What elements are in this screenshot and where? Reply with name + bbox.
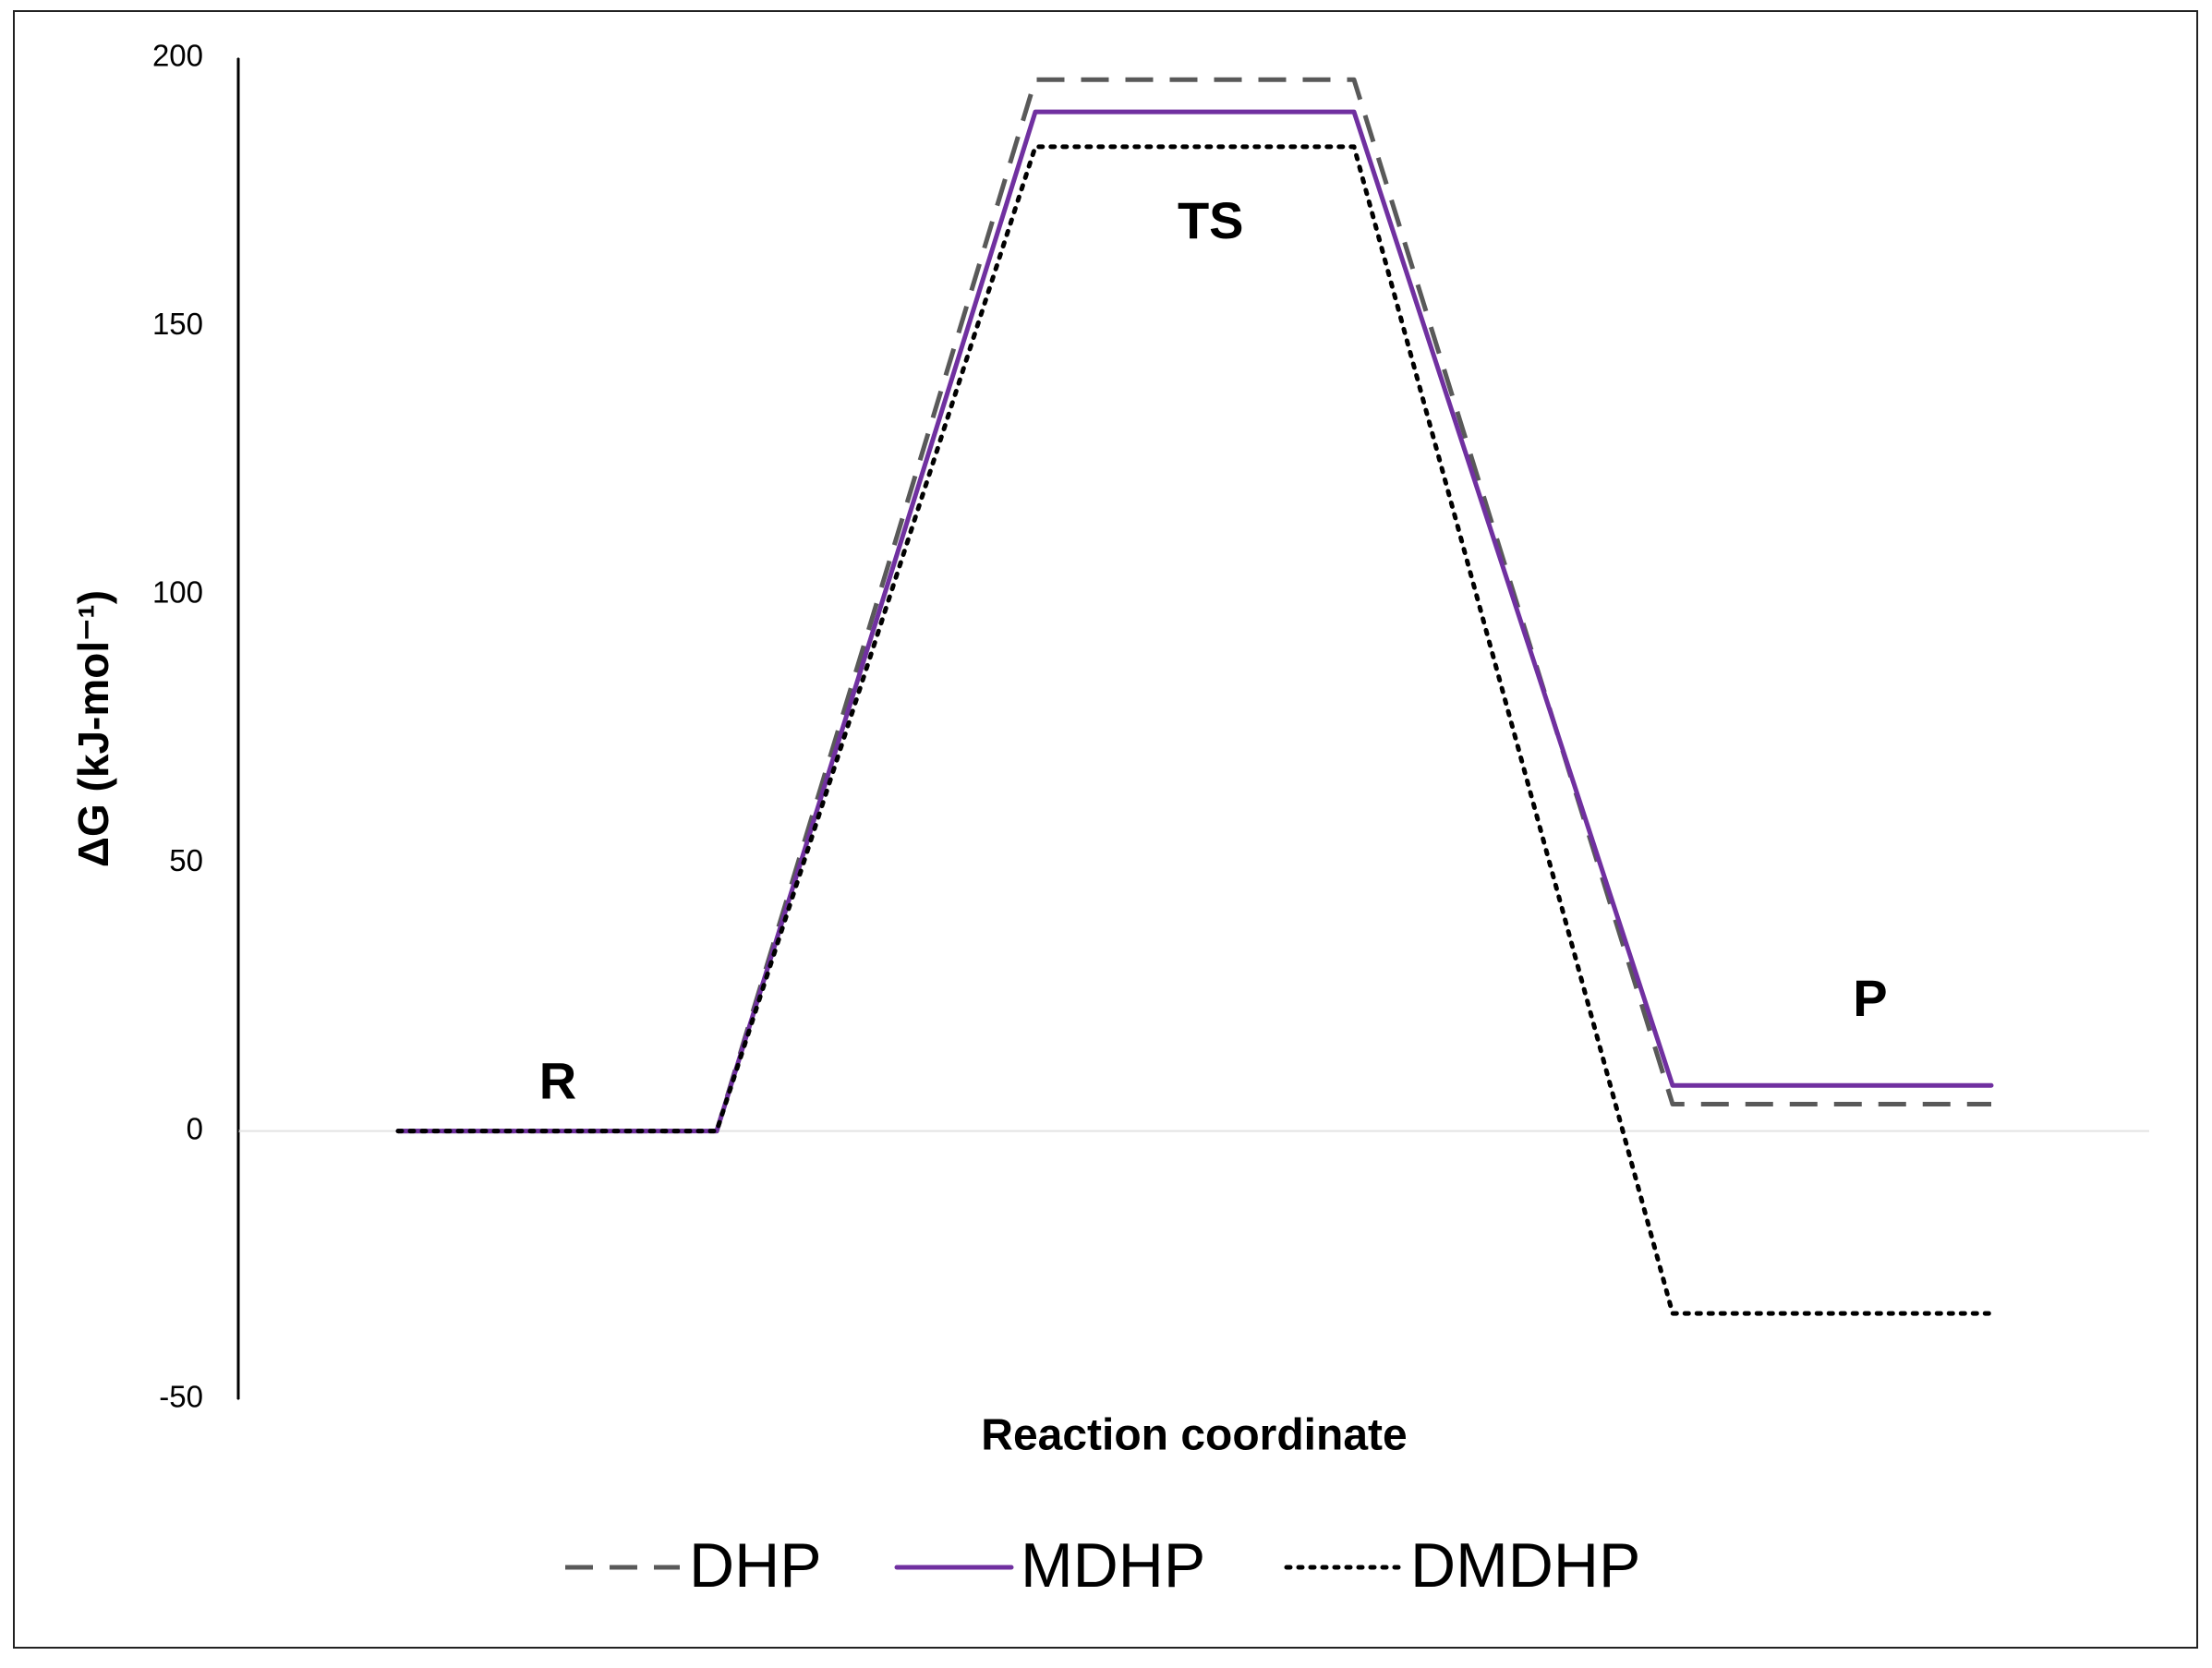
annotation: R	[539, 1051, 576, 1109]
series-line	[395, 144, 1994, 1316]
chart-border	[13, 10, 2198, 1649]
y-axis-label: ΔG (kJ-mol⁻¹)	[69, 590, 117, 867]
annotation: P	[1853, 969, 1887, 1027]
y-tick-label: 0	[187, 1111, 203, 1145]
legend-label: DMDHP	[1410, 1530, 1640, 1601]
annotation: TS	[1178, 191, 1244, 249]
y-tick-label: 100	[152, 575, 203, 610]
y-tick-label: 150	[152, 307, 203, 341]
y-tick-label: 50	[169, 843, 203, 877]
legend-label: DHP	[689, 1530, 822, 1601]
y-tick-label: -50	[159, 1380, 203, 1414]
x-axis-label: Reaction coordinate	[981, 1411, 1407, 1460]
legend-label: MDHP	[1021, 1530, 1205, 1601]
series-line	[398, 77, 1991, 1134]
y-tick-label: 200	[152, 39, 203, 73]
